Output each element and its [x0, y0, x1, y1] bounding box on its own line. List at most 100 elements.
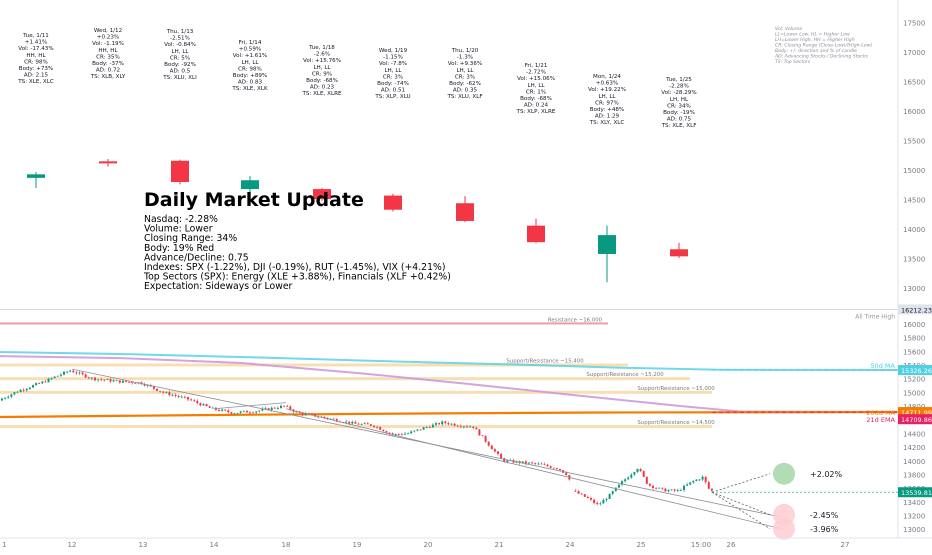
hourly-candle-body — [419, 429, 422, 431]
candle-annotation-line: CR: 3% — [383, 74, 403, 80]
candle-annotation-line: Vol: -17.43% — [18, 46, 53, 52]
hourly-candle-body — [35, 383, 38, 386]
candle-annotation-line: AD: 2.15 — [24, 73, 49, 79]
candle-body — [99, 161, 117, 164]
support-resistance-band — [0, 363, 628, 367]
hourly-candle-body — [180, 396, 183, 398]
hourly-candle-body — [500, 453, 503, 459]
hourly-candle-body — [552, 467, 555, 469]
candle-annotation-line: Vol: +15.06% — [517, 76, 555, 82]
hourly-candle-body — [559, 468, 561, 471]
hourly-candle-body — [469, 426, 472, 428]
level-label: Support/Resistance ~15,000 — [637, 386, 715, 392]
hourly-candle-body — [475, 427, 478, 430]
hourly-candle-body — [156, 388, 158, 391]
hourly-candle-body — [162, 391, 165, 393]
candle-body — [313, 189, 331, 200]
legend-line: LL=Lower Low, HL = Higher Low — [775, 32, 850, 38]
time-tick-label: 20 — [424, 541, 433, 549]
hourly-candle-body — [692, 480, 695, 483]
candle-annotation-line: TS: XLE, XLC — [17, 79, 54, 85]
candle-annotation-line: Body: -37% — [92, 61, 124, 67]
time-tick-label: 26 — [727, 541, 736, 549]
hourly-candle-body — [286, 405, 289, 407]
hourly-candle-body — [171, 394, 174, 396]
hourly-candle-body — [701, 476, 704, 480]
candle-annotation-line: LH, LL — [171, 49, 189, 55]
hourly-candle-body — [25, 388, 28, 391]
hourly-candle-body — [242, 410, 245, 412]
hourly-candle-body — [19, 389, 22, 392]
time-tick-label: 21 — [495, 541, 504, 549]
hourly-candle-body — [230, 412, 233, 414]
hourly-candle-body — [32, 385, 34, 388]
hourly-candle-body — [221, 409, 224, 411]
hourly-candle-body — [444, 421, 447, 424]
hourly-candle-body — [611, 491, 614, 494]
ma-price-tag: 14711.99 — [901, 409, 932, 417]
candle-annotation-line: Body: -19% — [663, 110, 695, 116]
hourly-candle-body — [190, 399, 193, 401]
hourly-candle-body — [280, 405, 282, 409]
update-title: Daily Market Update — [144, 189, 364, 211]
hourly-candle-body — [329, 418, 332, 420]
candle-annotation-line: AD: 0.24 — [524, 103, 549, 109]
ma-50d-line — [0, 351, 899, 371]
candle-annotation-line: +0.23% — [97, 35, 119, 41]
hourly-candle-body — [388, 432, 391, 434]
time-tick-label: 24 — [566, 541, 575, 549]
daily-y-tick-label: 16000 — [903, 108, 925, 116]
hourly-candle-body — [590, 498, 592, 500]
hourly-candle-body — [506, 460, 509, 462]
level-label: Support/Resistance ~15,400 — [506, 358, 584, 364]
candle-annotation-line: LH, LL — [527, 83, 545, 89]
hourly-candle-body — [521, 461, 524, 463]
hourly-candle-body — [369, 424, 372, 426]
hourly-candle-body — [196, 401, 199, 404]
hourly-candle-body — [100, 379, 103, 381]
hourly-candle-body — [599, 503, 602, 505]
hourly-candle-body — [10, 394, 13, 397]
time-tick-label: 25 — [637, 541, 646, 549]
candle-annotation-line: LH, LL — [313, 65, 331, 71]
hourly-candle-body — [69, 370, 72, 372]
hourly-candle-body — [577, 491, 580, 494]
hourly-candle-body — [177, 395, 180, 397]
candle-annotation-line: +0.63% — [596, 81, 618, 87]
all-time-high-label: All Time High — [855, 313, 895, 320]
update-line: Volume: Lower — [144, 224, 213, 235]
legend-line: Vol: Volume — [775, 26, 802, 32]
candle-body — [171, 160, 189, 182]
hourly-candle-body — [617, 484, 620, 488]
candle-annotation-line: LH, LL — [456, 68, 474, 74]
hourly-candle-body — [174, 394, 177, 396]
hourly-candle-body — [56, 375, 59, 377]
legend-line: Body: +/- direction and % of candle — [775, 48, 857, 54]
daily-y-tick-label: 13500 — [903, 256, 925, 264]
candle-annotation-line: -1.15% — [383, 55, 403, 61]
hourly-candle-body — [435, 423, 437, 425]
candle-annotation-line: LH, LL — [384, 68, 402, 74]
hourly-candle-body — [670, 489, 673, 491]
candle-annotation-line: TS: XLU, XLF — [446, 94, 482, 100]
hourly-candle-body — [267, 408, 270, 410]
update-line: Indexes: SPX (-1.22%), DJI (-0.19%), RUT… — [144, 262, 445, 273]
legend-line: TS: Top Sectors — [775, 59, 811, 65]
hourly-candle-body — [301, 412, 304, 415]
candle-annotation-line: Vol: +9.36% — [448, 61, 483, 67]
hourly-candle-body — [404, 433, 406, 435]
candle-annotation-line: AD: 0.23 — [310, 85, 335, 91]
time-tick-label: 19 — [353, 541, 362, 549]
trend-line — [285, 408, 781, 529]
hourly-candle-body — [53, 376, 56, 379]
ath-price-tag-bg — [898, 304, 932, 315]
hourly-candle-body — [695, 479, 698, 481]
hourly-candle-body — [679, 490, 682, 491]
hourly-candle-body — [354, 421, 357, 424]
candle-annotation-line: TS: XLE, XLF — [661, 123, 697, 129]
